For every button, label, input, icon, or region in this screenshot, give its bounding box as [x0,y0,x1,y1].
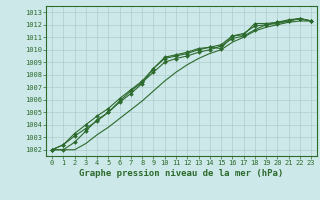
X-axis label: Graphe pression niveau de la mer (hPa): Graphe pression niveau de la mer (hPa) [79,169,284,178]
